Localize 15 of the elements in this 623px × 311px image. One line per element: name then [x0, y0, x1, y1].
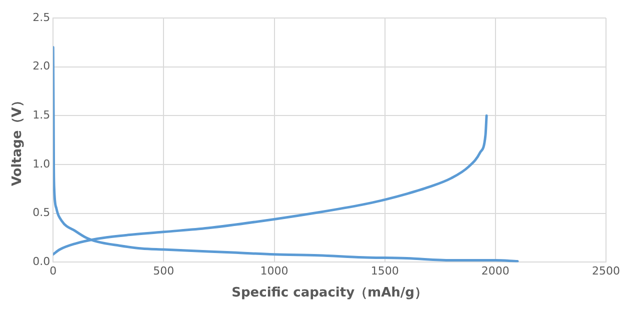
x-tick-label: 1000 — [260, 264, 288, 278]
y-tick-label: 2.0 — [32, 60, 50, 73]
y-tick-label: 0.5 — [32, 206, 50, 220]
y-tick-label: 1.0 — [32, 157, 50, 170]
y-tick-label: 0.0 — [32, 255, 50, 268]
y-tick-label: 1.5 — [32, 108, 50, 122]
x-tick-label: 1500 — [370, 264, 399, 278]
x-tick-label: 2000 — [481, 264, 510, 278]
y-tick-label: 2.5 — [32, 10, 50, 24]
x-tick-label: 0 — [50, 264, 57, 278]
x-axis-title: Specific capacity（mAh/g） — [232, 286, 428, 301]
y-axis-title: Voltage（V） — [10, 94, 26, 186]
x-tick-label: 2500 — [592, 264, 620, 278]
x-tick-label: 500 — [153, 264, 174, 278]
line-series — [53, 46, 519, 262]
